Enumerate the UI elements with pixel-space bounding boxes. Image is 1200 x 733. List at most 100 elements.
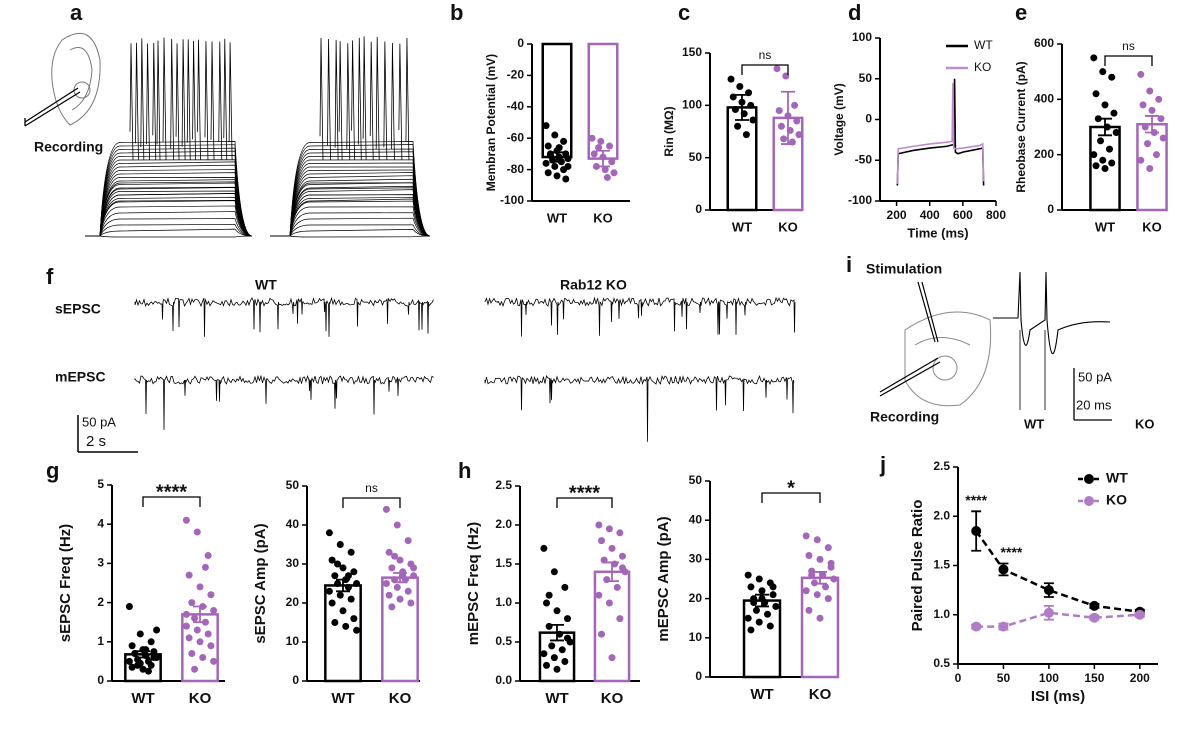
label: 20 ms xyxy=(1076,397,1112,412)
brain-sketch xyxy=(51,32,101,126)
bar xyxy=(593,570,631,683)
y-tick-label: 0.5 xyxy=(933,656,950,670)
y-tick-label: 4 xyxy=(97,516,104,530)
data-point xyxy=(193,528,201,536)
data-point xyxy=(597,137,605,145)
data-point xyxy=(561,658,569,665)
trace xyxy=(129,37,233,161)
data-point xyxy=(747,626,755,634)
y-tick-label: -80 xyxy=(507,162,525,176)
data-point xyxy=(758,587,766,595)
data-point xyxy=(325,529,333,537)
data-point xyxy=(325,587,333,595)
data-point xyxy=(998,621,1009,632)
data-point xyxy=(813,591,821,599)
data-point xyxy=(560,137,568,145)
data-point xyxy=(336,541,344,548)
data-point xyxy=(558,646,566,654)
data-point xyxy=(182,610,190,618)
data-point xyxy=(618,564,626,572)
data-point xyxy=(191,614,199,622)
y-axis-label: Voltage (mV) xyxy=(832,83,846,155)
y-tick-label: 100 xyxy=(852,30,872,44)
data-point xyxy=(336,591,344,599)
trace xyxy=(85,224,253,237)
data-point xyxy=(601,166,609,174)
data-point xyxy=(775,107,783,115)
x-tick-label: KO xyxy=(778,219,798,234)
data-point xyxy=(824,595,832,603)
data-point xyxy=(742,131,750,139)
data-point xyxy=(562,175,570,183)
data-point xyxy=(608,654,616,662)
bar xyxy=(541,42,573,159)
data-point xyxy=(1159,134,1167,142)
x-axis-label: ISI (ms) xyxy=(1031,688,1085,705)
panel-letter: a xyxy=(70,0,83,25)
trace xyxy=(1019,330,1046,410)
data-point xyxy=(196,583,204,591)
data-point xyxy=(344,583,352,591)
data-point xyxy=(819,571,827,579)
data-point xyxy=(204,630,212,638)
trace xyxy=(134,296,434,337)
y-tick-label: 0 xyxy=(97,673,104,687)
y-tick-label: 0 xyxy=(865,112,872,126)
y-tick-label: 2.5 xyxy=(933,459,950,473)
data-point xyxy=(207,591,215,599)
scale-bar xyxy=(1073,368,1112,421)
error-bar xyxy=(336,578,350,593)
data-point xyxy=(744,571,752,579)
significance: ns xyxy=(1122,39,1135,53)
significance: **** xyxy=(569,482,600,504)
data-point xyxy=(729,93,737,101)
label: WT xyxy=(1024,416,1044,431)
error-bar xyxy=(193,605,207,624)
legend-marker xyxy=(1084,496,1094,506)
data-point xyxy=(772,602,780,610)
x-axis-label: Time (ms) xyxy=(907,225,968,240)
data-point xyxy=(410,564,418,572)
label: 2 s xyxy=(86,433,106,450)
data-point xyxy=(1146,87,1154,95)
data-point xyxy=(795,131,803,139)
y-axis-label: Membran Potential (mV) xyxy=(484,54,498,191)
data-point xyxy=(616,529,624,537)
data-point xyxy=(128,642,136,650)
data-point xyxy=(344,572,352,580)
y-tick-label: 20 xyxy=(689,591,703,605)
x-tick-label: KO xyxy=(601,690,624,707)
data-point xyxy=(553,665,561,673)
data-point xyxy=(731,106,739,114)
legend-label: WT xyxy=(974,38,993,52)
data-point xyxy=(773,65,781,73)
trace xyxy=(85,218,253,237)
y-axis-label: sEPSC Amp (pA) xyxy=(252,523,269,643)
data-point xyxy=(540,544,548,552)
y-tick-label: 1.5 xyxy=(933,558,950,572)
x-tick-label: WT xyxy=(545,690,568,707)
y-tick-label: 1.0 xyxy=(495,595,512,609)
data-point xyxy=(595,591,603,599)
x-tick-label: 0 xyxy=(955,671,962,685)
data-point xyxy=(350,615,358,623)
y-tick-label: 20 xyxy=(286,595,300,609)
data-point xyxy=(610,169,618,177)
data-point xyxy=(561,583,569,591)
data-point xyxy=(150,648,158,656)
data-point xyxy=(563,615,571,623)
y-tick-label: 10 xyxy=(689,630,703,644)
data-point xyxy=(802,532,810,540)
y-axis-label: Paired Pulse Ratio xyxy=(909,500,926,632)
trace xyxy=(993,271,1111,355)
y-tick-label: 50 xyxy=(689,473,703,487)
data-point xyxy=(564,162,572,170)
y-axis-label: mEPSC Freq (Hz) xyxy=(465,522,482,645)
data-point xyxy=(598,630,606,638)
label: 50 pA xyxy=(1078,369,1112,384)
panel-letter: d xyxy=(848,0,861,25)
data-point xyxy=(727,75,735,83)
data-point xyxy=(1099,68,1107,76)
label: sEPSC xyxy=(55,301,101,317)
traces xyxy=(85,36,1111,442)
